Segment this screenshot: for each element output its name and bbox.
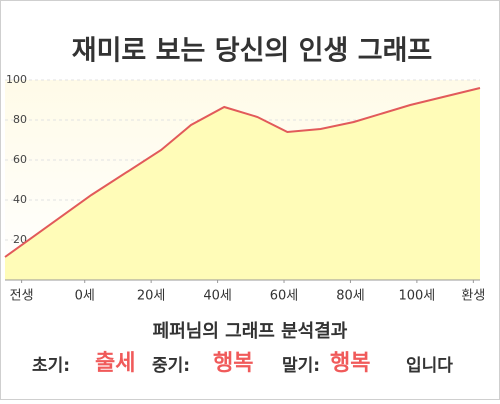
- result-heading: 페퍼님의 그래프 분석결과: [153, 321, 348, 342]
- early-value: 출세: [95, 351, 135, 376]
- area-fill: [5, 88, 480, 280]
- x-tick-label: 40세: [203, 289, 232, 304]
- x-tick-label: 0세: [75, 289, 95, 304]
- early-label: 초기:: [32, 356, 70, 376]
- y-tick-label: 60: [13, 153, 27, 166]
- late-label: 말기:: [282, 355, 320, 376]
- x-tick-label: 전생: [10, 289, 34, 304]
- late-value: 행복: [330, 351, 370, 376]
- x-tick-label: 80세: [336, 289, 365, 304]
- x-tick-label: 환생: [461, 289, 485, 304]
- x-tick-label: 60세: [270, 289, 299, 304]
- chart-title: 재미로 보는 당신의 인생 그래프: [72, 36, 433, 67]
- ending: 입니다: [406, 356, 453, 376]
- x-tick-label: 20세: [137, 289, 166, 304]
- x-tick-label: 100세: [398, 289, 435, 304]
- y-tick-label: 40: [13, 193, 27, 206]
- y-tick-label: 100: [6, 73, 27, 86]
- line: [4, 87, 481, 258]
- middle-value: 행복: [213, 351, 253, 376]
- y-tick-label: 80: [13, 113, 27, 126]
- middle-label: 중기:: [152, 356, 190, 376]
